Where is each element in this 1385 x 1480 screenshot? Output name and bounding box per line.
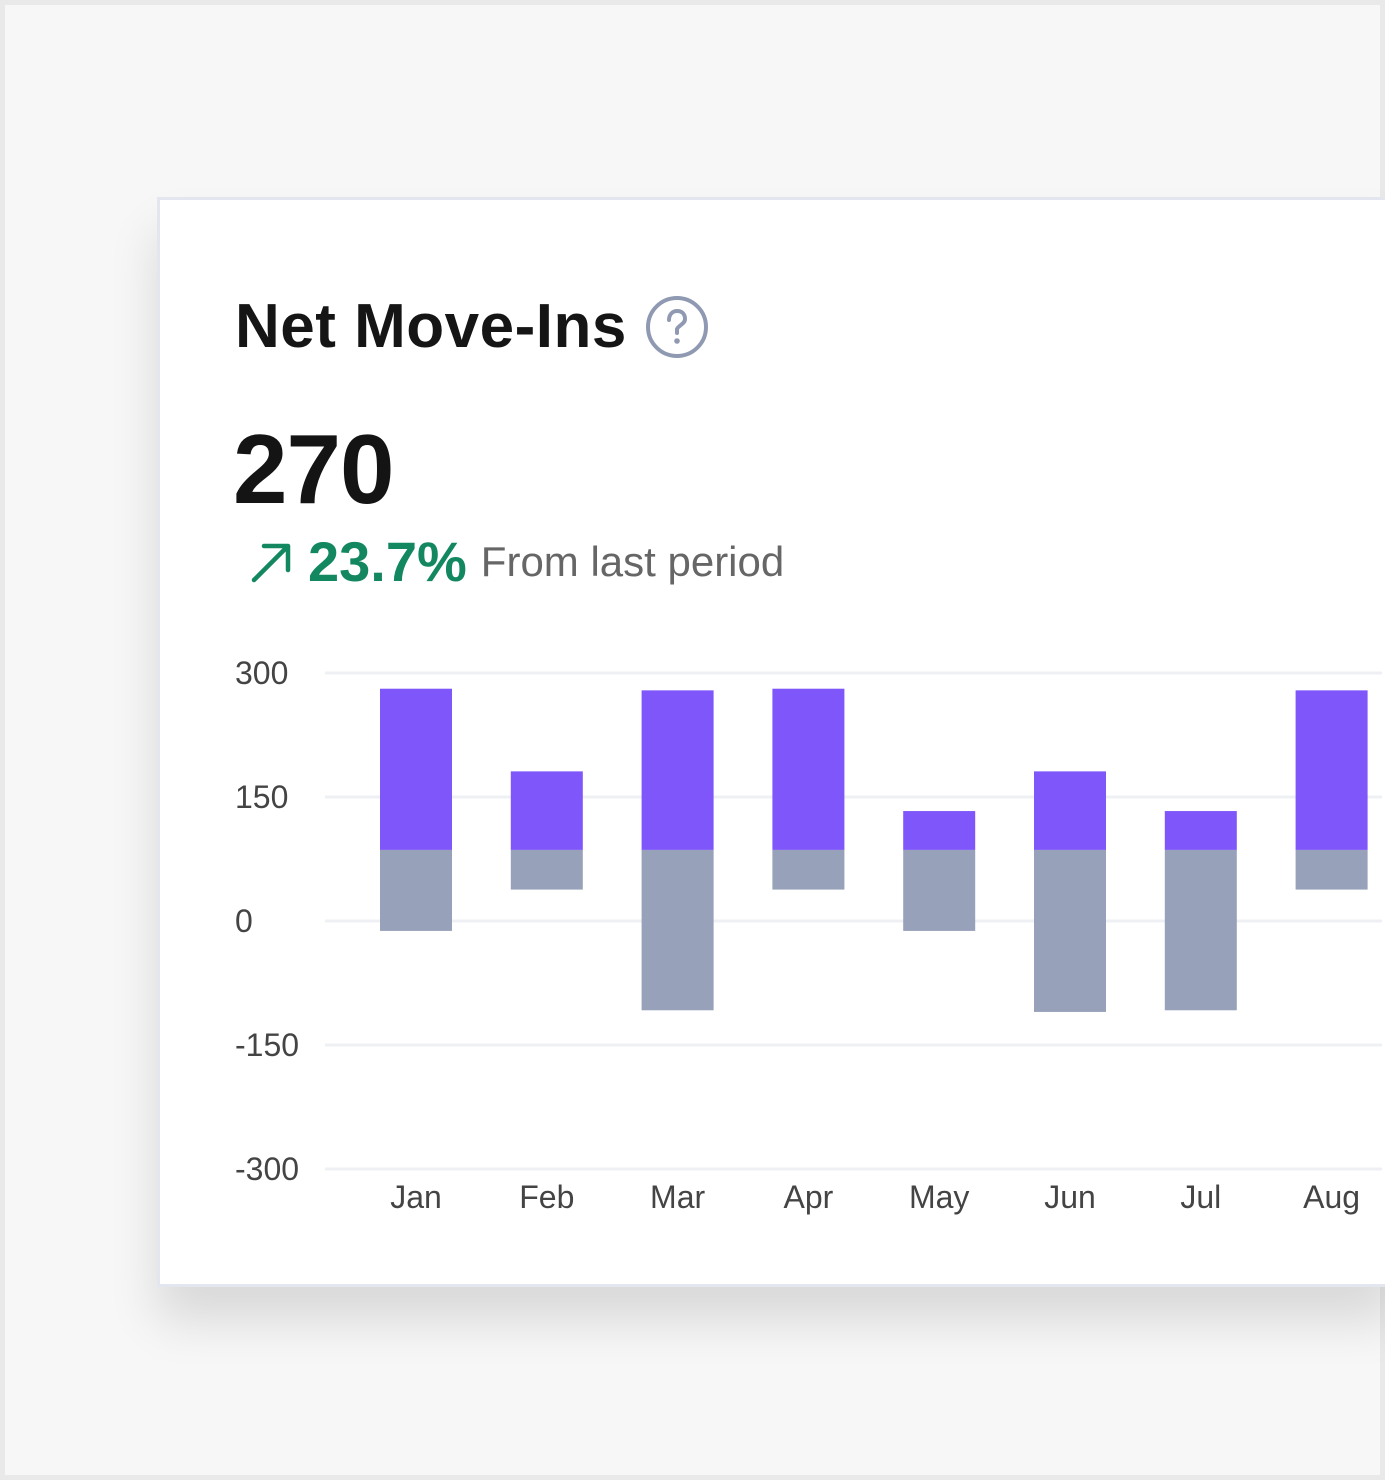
bar-lower-segment	[510, 849, 583, 890]
y-tick-label: 300	[235, 655, 288, 691]
y-tick-label: -300	[235, 1151, 299, 1187]
bar-lower-segment	[1295, 849, 1368, 890]
bar-upper-segment	[1034, 771, 1106, 850]
change-indicator: 23.7% From last period	[246, 530, 784, 594]
bar-lower-segment	[772, 849, 845, 890]
bar-upper-segment	[1295, 690, 1368, 850]
bar-upper-segment	[1164, 811, 1237, 850]
bar-lower-segment	[1164, 849, 1237, 1011]
bar-lower-segment	[1034, 849, 1106, 1012]
chart-x-labels: Jan Feb Mar Apr May Jun Jul Aug	[390, 1179, 1360, 1215]
bar-lower-segment	[380, 849, 452, 931]
chart-gridlines	[325, 671, 1382, 1171]
change-percent: 23.7%	[308, 530, 467, 593]
bar-lower-segment	[903, 849, 976, 931]
net-move-ins-chart: 300 150 0 -150 -300 Jan Feb Mar Apr May Jun Jul Aug	[235, 655, 1382, 1215]
net-move-ins-value: 270	[233, 414, 395, 524]
y-tick-label: 0	[235, 903, 253, 939]
x-category-label: Jul	[1180, 1179, 1221, 1215]
bar-lower-segment	[641, 849, 714, 1011]
card-title: Net Move-Ins	[235, 292, 627, 361]
arrow-up-right-icon	[246, 537, 296, 587]
chart-y-ticks: 300 150 0 -150 -300	[235, 655, 299, 1187]
net-move-ins-card: Net Move-Ins 270 23.7% From last period …	[157, 197, 1385, 1287]
card-header: Net Move-Ins	[235, 290, 709, 364]
bar-upper-segment	[510, 771, 583, 850]
y-tick-label: -150	[235, 1027, 299, 1063]
change-note: From last period	[480, 538, 785, 585]
help-circle-icon[interactable]	[645, 295, 709, 359]
x-category-label: Mar	[650, 1179, 705, 1215]
x-category-label: Feb	[519, 1179, 574, 1215]
bar-upper-segment	[380, 688, 452, 850]
x-category-label: Jan	[390, 1179, 442, 1215]
chart-bars	[380, 688, 1368, 1012]
x-category-label: Apr	[784, 1179, 834, 1215]
x-category-label: Aug	[1303, 1179, 1360, 1215]
y-tick-label: 150	[235, 779, 288, 815]
bar-upper-segment	[772, 688, 845, 850]
bar-upper-segment	[903, 811, 976, 850]
x-category-label: May	[909, 1179, 969, 1215]
bar-upper-segment	[641, 690, 714, 850]
x-category-label: Jun	[1044, 1179, 1096, 1215]
